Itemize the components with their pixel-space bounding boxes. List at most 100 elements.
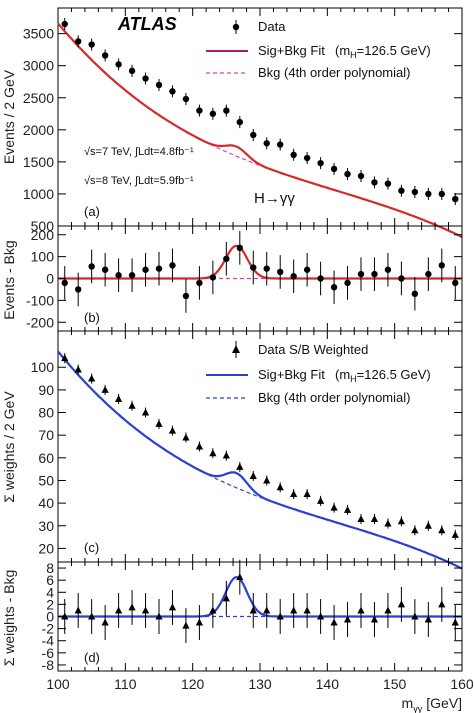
panel-a-y-title: Events / 2 GeV bbox=[1, 69, 17, 164]
y-tick-label: 3000 bbox=[23, 58, 54, 74]
y-tick-label: 3500 bbox=[23, 26, 54, 42]
data-point bbox=[101, 385, 109, 393]
data-point bbox=[250, 264, 257, 271]
y-tick-label: 1500 bbox=[23, 154, 54, 170]
y-tick-label: 70 bbox=[38, 427, 54, 443]
data-point bbox=[195, 618, 203, 626]
y-tick-label: 100 bbox=[31, 249, 55, 265]
y-tick-label: 0 bbox=[46, 271, 54, 287]
data-point bbox=[74, 606, 82, 614]
atlas-label: ATLAS bbox=[117, 14, 177, 34]
data-point bbox=[169, 262, 176, 269]
background-fit-curve bbox=[57, 351, 463, 570]
x-tick-label: 160 bbox=[450, 676, 474, 692]
panel-d-y-title: Σ weights - Bkg bbox=[1, 570, 17, 667]
data-point bbox=[182, 433, 190, 441]
data-point bbox=[195, 442, 203, 450]
data-point bbox=[398, 275, 405, 282]
data-point bbox=[249, 606, 257, 614]
data-point bbox=[424, 521, 432, 529]
data-point bbox=[182, 621, 190, 629]
data-point bbox=[317, 612, 325, 620]
data-point bbox=[263, 140, 270, 147]
x-tick-label: 150 bbox=[383, 676, 407, 692]
panel-b-marks bbox=[58, 231, 462, 313]
data-point bbox=[424, 615, 432, 623]
channel-label: H→γγ bbox=[254, 190, 295, 207]
y-tick-label: 8 bbox=[46, 560, 54, 576]
data-point bbox=[330, 284, 338, 291]
panel-c-legend: Data S/B Weighted Sig+Bkg Fit (mH=126.5 … bbox=[206, 341, 431, 405]
y-tick-label: -6 bbox=[42, 645, 55, 661]
data-point bbox=[88, 612, 96, 620]
y-tick-label: 20 bbox=[38, 540, 54, 556]
y-tick-label: -4 bbox=[42, 633, 55, 649]
y-tick-label: 30 bbox=[38, 518, 54, 534]
legend-fit-mass: (mH=126.5 GeV) bbox=[335, 43, 431, 60]
data-point bbox=[223, 107, 230, 114]
x-tick-label: 140 bbox=[316, 676, 340, 692]
data-point bbox=[196, 107, 203, 114]
y-tick-label: 90 bbox=[38, 382, 54, 398]
data-point bbox=[115, 606, 123, 614]
data-point bbox=[142, 75, 149, 82]
data-point bbox=[128, 272, 136, 279]
data-point bbox=[398, 187, 405, 194]
data-point bbox=[397, 600, 405, 608]
data-point bbox=[317, 159, 324, 167]
panel-a: 500 1000 1500 2000 2500 3000 3500 Events / 2 G… bbox=[1, 7, 463, 238]
data-point bbox=[452, 195, 459, 203]
data-point bbox=[384, 606, 392, 614]
data-point bbox=[168, 603, 177, 611]
data-point bbox=[451, 530, 459, 538]
panel-a-legend: Data Sig+Bkg Fit (mH=126.5 GeV) Bkg (4th… bbox=[206, 19, 431, 80]
data-point bbox=[411, 612, 419, 620]
y-tick-label: 2500 bbox=[23, 90, 54, 106]
data-point bbox=[101, 266, 109, 273]
data-point bbox=[290, 606, 298, 614]
data-point bbox=[88, 41, 95, 48]
data-point bbox=[277, 268, 284, 276]
y-tick-label: 1000 bbox=[23, 186, 54, 202]
y-tick-label: 80 bbox=[38, 405, 54, 421]
data-point bbox=[236, 462, 244, 470]
data-point bbox=[370, 615, 379, 623]
energy-line-7tev: √s=7 TeV, ∫Ldt=4.8fb⁻¹ bbox=[84, 146, 194, 158]
data-point bbox=[155, 81, 163, 89]
data-point bbox=[357, 514, 365, 522]
data-point bbox=[438, 600, 446, 608]
data-point bbox=[155, 265, 163, 272]
data-point bbox=[169, 88, 176, 95]
x-tick-label: 100 bbox=[46, 676, 70, 692]
data-point bbox=[438, 262, 445, 269]
legend-weighted-data-label: Data S/B Weighted bbox=[258, 342, 368, 357]
data-point bbox=[249, 471, 257, 479]
panel-c-tag: (c) bbox=[84, 540, 99, 555]
y-tick-label: 2 bbox=[46, 596, 54, 612]
panel-d-marks bbox=[58, 559, 462, 644]
data-point bbox=[290, 490, 298, 498]
data-point bbox=[303, 606, 311, 614]
data-point bbox=[250, 131, 257, 139]
data-point bbox=[115, 61, 122, 68]
data-point bbox=[303, 266, 311, 273]
x-tick-label: 110 bbox=[114, 676, 137, 692]
data-point bbox=[209, 449, 217, 457]
data-point bbox=[452, 279, 459, 287]
y-tick-label: -200 bbox=[26, 314, 54, 330]
y-tick-label: -8 bbox=[42, 657, 55, 673]
legend-data-label: Data bbox=[258, 19, 286, 34]
data-point bbox=[276, 612, 284, 620]
data-point bbox=[411, 290, 419, 298]
panel-c-y-title: Σ weights / 2 GeV bbox=[1, 391, 17, 503]
legend-weighted-fit-mass: (mH=126.5 GeV) bbox=[335, 367, 431, 384]
data-point bbox=[438, 526, 446, 534]
data-point bbox=[101, 52, 109, 59]
data-point bbox=[128, 67, 136, 75]
data-point bbox=[209, 110, 217, 117]
data-point bbox=[290, 273, 297, 280]
data-point bbox=[223, 255, 230, 263]
data-point bbox=[128, 603, 136, 611]
data-point bbox=[357, 606, 365, 614]
